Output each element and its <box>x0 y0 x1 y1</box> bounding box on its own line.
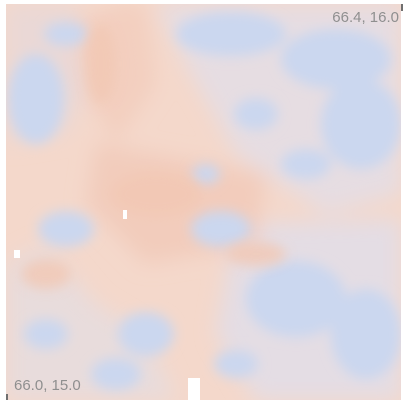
nodata-spot <box>123 210 127 219</box>
corner-coordinate-ne: 66.4, 16.0 <box>332 9 399 26</box>
corner-coordinate-sw: 66.0, 15.0 <box>14 377 81 394</box>
raster-layer <box>6 4 401 400</box>
corner-tick-sw <box>6 394 8 400</box>
nodata-spot <box>188 378 200 402</box>
corner-tick-ne <box>401 4 403 11</box>
raster-image <box>6 4 401 400</box>
nodata-spot <box>14 250 20 258</box>
